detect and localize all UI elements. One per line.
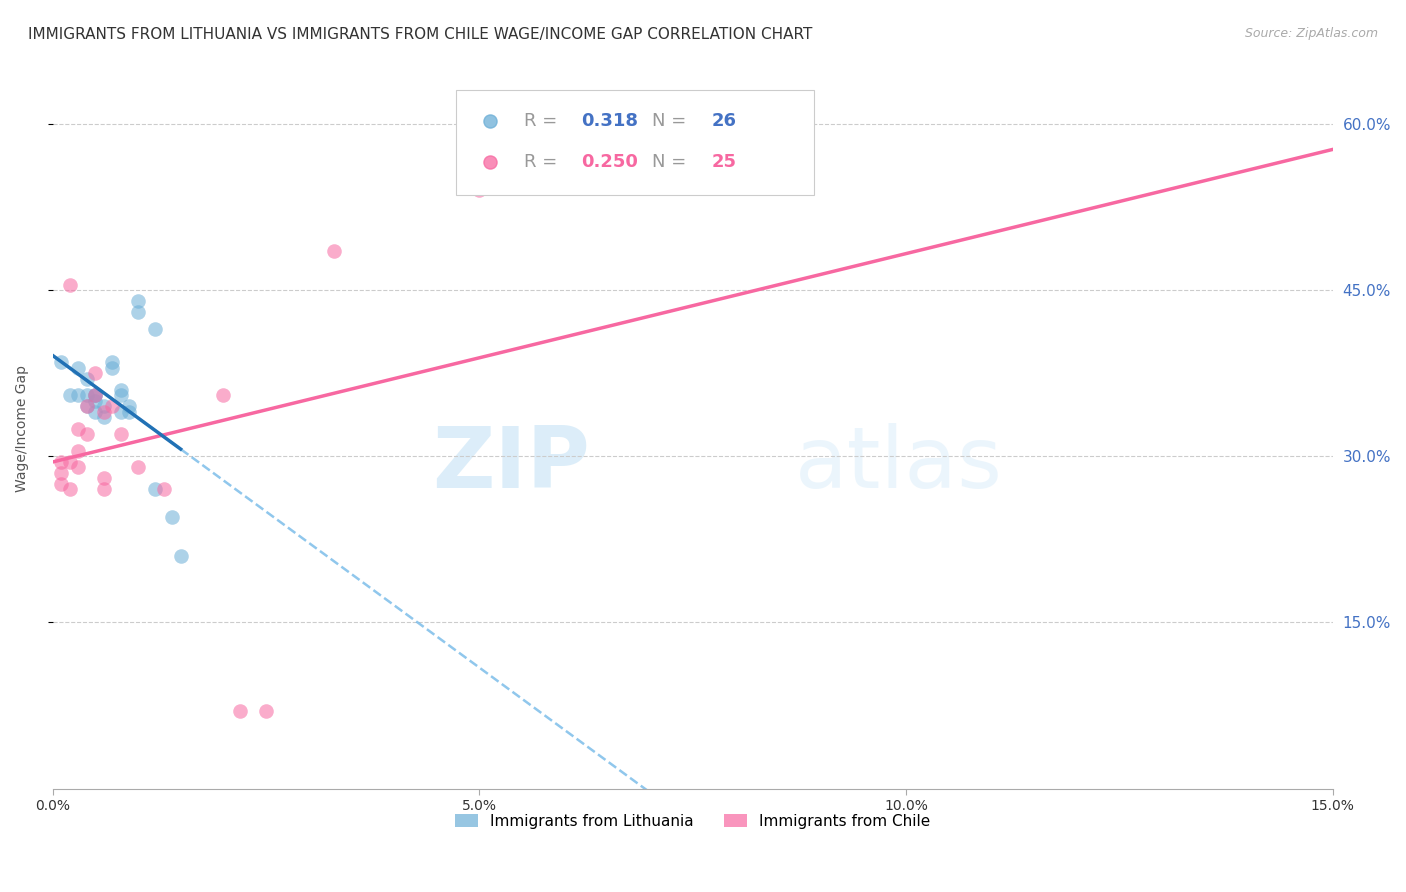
Point	[143, 322, 166, 336]
Point	[323, 244, 346, 259]
Point	[110, 405, 132, 419]
Point	[59, 277, 82, 292]
Point	[76, 400, 98, 414]
Point	[67, 360, 90, 375]
Point	[76, 400, 98, 414]
Point	[93, 471, 115, 485]
Text: R =: R =	[523, 112, 562, 130]
Text: N =: N =	[652, 153, 692, 171]
Point	[101, 355, 124, 369]
Point	[67, 443, 90, 458]
Point	[93, 405, 115, 419]
Text: 0.250: 0.250	[581, 153, 638, 171]
FancyBboxPatch shape	[456, 90, 814, 194]
Point	[84, 366, 107, 380]
Point	[93, 410, 115, 425]
Point	[212, 388, 235, 402]
Point	[468, 183, 491, 197]
Point	[152, 483, 174, 497]
Point	[59, 455, 82, 469]
Point	[67, 460, 90, 475]
Text: R =: R =	[523, 153, 562, 171]
Point	[101, 400, 124, 414]
Text: IMMIGRANTS FROM LITHUANIA VS IMMIGRANTS FROM CHILE WAGE/INCOME GAP CORRELATION C: IMMIGRANTS FROM LITHUANIA VS IMMIGRANTS …	[28, 27, 813, 42]
Point	[49, 476, 72, 491]
Point	[169, 549, 191, 563]
Point	[143, 483, 166, 497]
Text: atlas: atlas	[796, 423, 1002, 506]
Point	[127, 294, 149, 309]
Point	[229, 704, 252, 718]
Point	[84, 388, 107, 402]
Point	[84, 388, 107, 402]
Point	[127, 460, 149, 475]
Point	[118, 405, 141, 419]
Point	[101, 360, 124, 375]
Point	[67, 388, 90, 402]
Y-axis label: Wage/Income Gap: Wage/Income Gap	[15, 365, 30, 492]
Point	[110, 388, 132, 402]
Point	[84, 393, 107, 408]
Text: Source: ZipAtlas.com: Source: ZipAtlas.com	[1244, 27, 1378, 40]
Point	[110, 383, 132, 397]
Point	[59, 388, 82, 402]
Point	[59, 483, 82, 497]
Point	[84, 388, 107, 402]
Text: 26: 26	[711, 112, 737, 130]
Text: N =: N =	[652, 112, 692, 130]
Point	[76, 388, 98, 402]
Legend: Immigrants from Lithuania, Immigrants from Chile: Immigrants from Lithuania, Immigrants fr…	[449, 807, 936, 835]
Point	[127, 305, 149, 319]
Point	[67, 421, 90, 435]
Point	[49, 355, 72, 369]
Point	[160, 510, 183, 524]
Point	[76, 372, 98, 386]
Text: 25: 25	[711, 153, 737, 171]
Point	[49, 466, 72, 480]
Point	[49, 455, 72, 469]
Text: 0.318: 0.318	[581, 112, 638, 130]
Point	[76, 427, 98, 442]
Point	[118, 400, 141, 414]
Point	[93, 483, 115, 497]
Point	[110, 427, 132, 442]
Point	[93, 400, 115, 414]
Point	[254, 704, 277, 718]
Point	[84, 405, 107, 419]
Text: ZIP: ZIP	[433, 423, 591, 506]
